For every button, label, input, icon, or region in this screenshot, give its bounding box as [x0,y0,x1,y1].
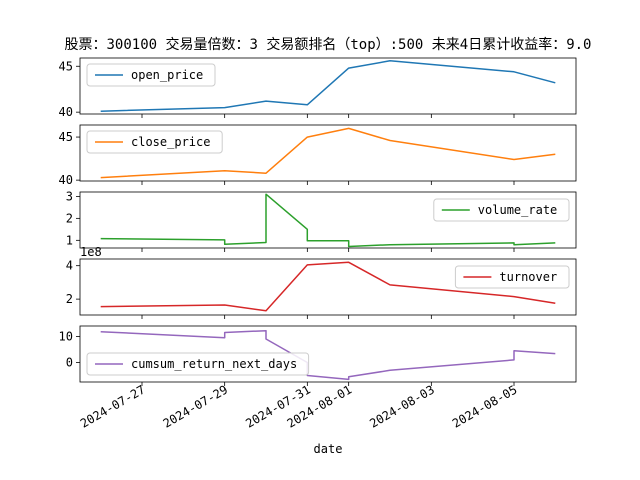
y-tick-label: 1 [66,233,73,247]
y-tick-label: 2 [66,211,73,225]
legend-close_price: close_price [86,130,223,154]
x-axis-label: date [314,442,343,456]
y-tick-label: 40 [59,105,73,119]
legend-box [454,265,570,289]
subplot-close_price: 40 45 close_price [59,124,577,187]
chart-title: 股票：300100 交易量倍数：3 交易额排名（top）:500 未来4日累计收… [64,36,591,53]
series-line-open_price [100,60,556,112]
y-tick-label: 3 [66,189,73,203]
y-tick-label: 0 [66,355,73,369]
series-line-cumsum_return_next_days [100,329,556,381]
x-tick-label: 2024-07-27 [78,382,148,430]
subplot-turnover: 2 4 1e8 turnover [66,245,577,319]
x-axis: 2024-07-27 2024-07-29 2024-07-312024-08-01… [78,382,520,430]
subplot-cumsum_return_next_days: 0 10 cumsum_return_next_days [59,325,577,386]
offset-text: 1e8 [80,245,102,259]
y-tick-label: 2 [66,292,73,306]
legend-label: close_price [131,135,210,149]
legend-box [86,130,223,154]
legend-turnover: turnover [454,265,570,289]
axes-frame [79,57,577,115]
legend-box [433,198,570,222]
series-line-close_price [100,127,556,179]
x-tick-label: 2024-07-29 [161,382,231,430]
series-line-volume_rate [100,193,556,248]
axes-frame [79,325,577,383]
legend-volume_rate: volume_rate [433,198,570,222]
series-line-turnover [100,261,556,312]
y-tick-label: 40 [59,173,73,187]
legend-cumsum_return_next_days: cumsum_return_next_days [86,352,310,376]
x-tick-label: 2024-08-03 [367,382,437,430]
axes-frame [79,258,577,316]
legend-label: open_price [131,68,203,82]
legend-label: volume_rate [478,203,557,217]
axes-frame [79,124,577,182]
legend-label: turnover [499,270,557,284]
y-tick-label: 45 [59,130,73,144]
legend-label: cumsum_return_next_days [131,357,297,371]
legend-box [86,63,216,87]
y-tick-label: 10 [59,329,73,343]
subplot-volume_rate: 1 2 3 volume_rate [66,189,577,252]
y-tick-label: 45 [59,59,73,73]
legend-box [86,352,310,376]
axes-frame [79,191,577,249]
x-tick-label: 2024-08-05 [450,382,520,430]
legend-open_price: open_price [86,63,216,87]
y-tick-label: 4 [66,259,73,273]
subplot-open_price: 40 45 open_price [59,57,577,119]
